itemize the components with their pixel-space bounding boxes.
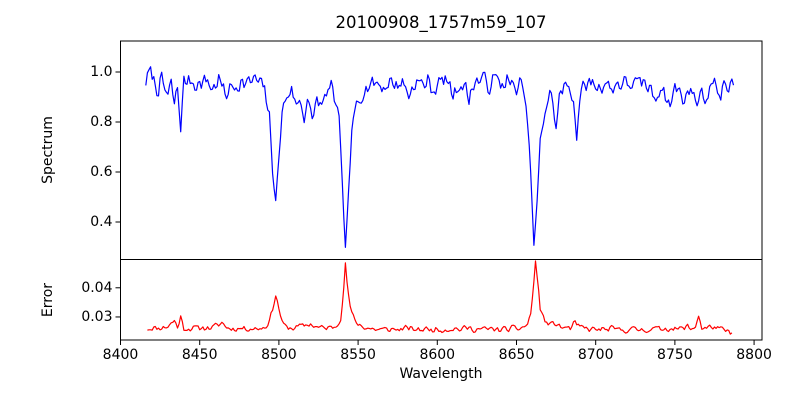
x-tick-label: 8750 bbox=[657, 347, 693, 363]
plot-title: 20100908_1757m59_107 bbox=[335, 13, 547, 32]
y-tick-label: 0.8 bbox=[90, 114, 113, 130]
x-tick-label: 8650 bbox=[498, 347, 535, 363]
y-tick-label: 1.0 bbox=[90, 64, 113, 80]
y-tick-label: 0.6 bbox=[90, 164, 113, 180]
spectrum-panel-border bbox=[120, 40, 763, 260]
x-tick-label: 8500 bbox=[261, 347, 297, 363]
y-tick-label: 0.03 bbox=[81, 308, 113, 325]
x-tick-label: 8800 bbox=[736, 347, 772, 363]
y-tick-label: 0.4 bbox=[90, 214, 113, 230]
x-tick-label: 8400 bbox=[102, 347, 139, 363]
x-axis-label: Wavelength bbox=[399, 366, 483, 382]
error-line bbox=[147, 260, 733, 335]
y-tick-label: 0.04 bbox=[81, 279, 113, 296]
x-tick-label: 8450 bbox=[181, 347, 218, 363]
x-tick-label: 8600 bbox=[419, 347, 456, 363]
y-axis-label-error: Error bbox=[40, 282, 56, 318]
y-axis-label-spectrum: Spectrum bbox=[40, 116, 56, 184]
x-tick-label: 8550 bbox=[340, 347, 376, 363]
spectrum-line bbox=[145, 66, 735, 248]
x-tick-label: 8700 bbox=[577, 347, 614, 363]
error-panel-border bbox=[120, 259, 763, 341]
